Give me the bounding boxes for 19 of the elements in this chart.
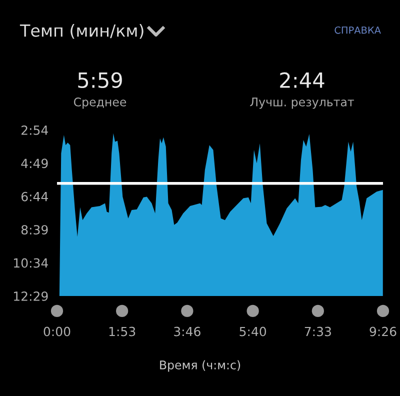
y-tick-label: 2:54 xyxy=(22,125,48,135)
x-tick-label: 5:40 xyxy=(240,326,266,336)
x-tick-label: 7:33 xyxy=(304,326,331,336)
x-tick-label: 0:00 xyxy=(44,326,70,336)
x-axis-title: Время (ч:м:с) xyxy=(160,360,240,372)
y-tick-label: 10:34 xyxy=(14,258,48,268)
x-tick-label: 9:26 xyxy=(370,326,396,336)
x-tick-label: 1:53 xyxy=(109,326,136,336)
text: 2:44 xyxy=(280,72,324,88)
chart-title: Темп (мин/км) xyxy=(20,24,144,39)
text: 5:59 xyxy=(78,72,122,88)
y-tick-label: 8:39 xyxy=(21,225,48,235)
text: Среднее xyxy=(74,97,126,109)
y-tick-label: 12:29 xyxy=(14,291,48,301)
text: СПРАВКА xyxy=(334,26,381,34)
text: Лучш. результат xyxy=(250,98,354,109)
y-tick-label: 6:44 xyxy=(21,192,48,202)
x-tick-label: 3:46 xyxy=(174,326,200,336)
y-tick-label: 4:49 xyxy=(21,158,48,168)
